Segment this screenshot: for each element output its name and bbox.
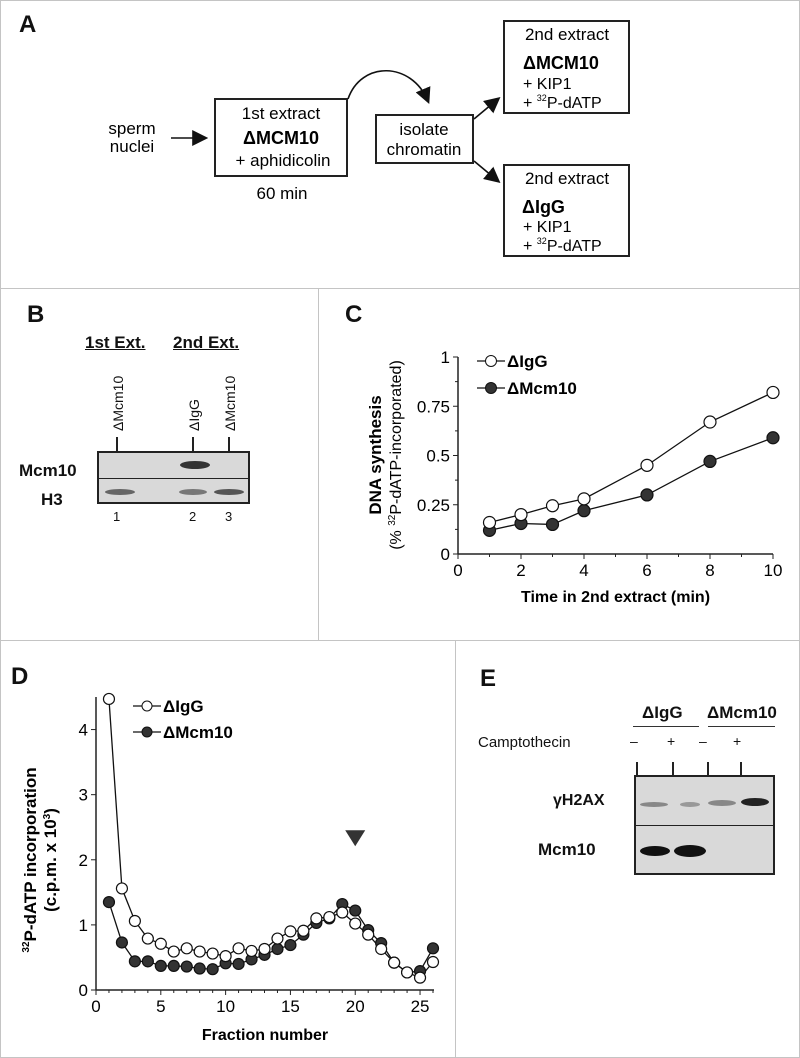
- second-bottom-depletion: ΔIgG: [522, 197, 565, 217]
- band: [180, 461, 210, 469]
- incubation-time: 60 min: [256, 184, 307, 203]
- second-top-isotope: + 32P-dATP: [523, 93, 602, 112]
- panel-label-c: C: [345, 301, 363, 328]
- treatment-label: Camptothecin: [478, 734, 571, 751]
- prefix: +: [523, 238, 537, 255]
- lane-number: 2: [189, 509, 197, 524]
- group-label-igg: ΔIgG: [642, 703, 683, 722]
- second-top-title: 2nd extract: [525, 25, 609, 44]
- band: [640, 802, 668, 807]
- row-label-mcm10: Mcm10: [538, 840, 596, 859]
- first-extract-additive: + aphidicolin: [236, 151, 331, 170]
- band: [741, 798, 769, 806]
- treatment-sign: –: [699, 733, 707, 749]
- treatment-sign: +: [667, 733, 676, 749]
- band: [708, 800, 736, 806]
- blot-gh2ax: [634, 775, 775, 826]
- isolate-chromatin-box: [375, 114, 474, 164]
- header-first-ext: 1st Ext.: [85, 333, 146, 352]
- workflow-diagram: sperm nuclei 1st extract ΔMCM10 + aphidi…: [108, 20, 630, 257]
- lane-tick: [636, 762, 638, 776]
- second-top-kip: + KIP1: [523, 76, 572, 93]
- lane-tick: [672, 762, 674, 776]
- group-underline: [633, 726, 699, 727]
- panel-label-a: A: [19, 11, 37, 38]
- second-extract-bottom-box: [503, 164, 630, 257]
- band: [640, 846, 670, 856]
- lane-number: 3: [225, 509, 233, 524]
- panel-a: A sperm nuclei 1st extract ΔMCM10 + aphi…: [0, 0, 800, 289]
- lane-tick: [740, 762, 742, 776]
- band: [680, 802, 700, 807]
- row-label-mcm10: Mcm10: [19, 461, 77, 480]
- isotope-rest: P-dATP: [547, 238, 602, 255]
- band: [214, 489, 244, 495]
- first-extract-depletion: ΔMCM10: [243, 128, 319, 148]
- second-extract-top-box: [503, 20, 630, 114]
- arrow-down-icon: [473, 160, 501, 184]
- sperm-label-1: sperm: [108, 119, 155, 138]
- treatment-sign: –: [630, 733, 638, 749]
- header-second-ext: 2nd Ext.: [173, 333, 240, 352]
- first-extract-title: 1st extract: [242, 104, 321, 123]
- panel-label-e: E: [480, 665, 497, 692]
- lane-tick: [116, 437, 118, 451]
- second-bottom-kip: + KIP1: [523, 219, 572, 236]
- lane-tick: [228, 437, 230, 451]
- lane-label-3: ΔMcm10: [222, 375, 238, 431]
- group-label-mcm10: ΔMcm10: [707, 703, 777, 722]
- panel-b: B 1st Ext. 2nd Ext. ΔMcm10 ΔIgG ΔMcm10 M…: [0, 288, 319, 641]
- superscript: 32: [537, 236, 547, 246]
- prefix: +: [523, 95, 537, 112]
- isolate-label-1: isolate: [399, 120, 448, 139]
- curved-arrow-icon: [347, 69, 431, 104]
- lane-label-2: ΔIgG: [186, 399, 202, 431]
- blot-mcm10: [634, 825, 775, 875]
- isolate-label-2: chromatin: [387, 140, 462, 159]
- second-bottom-isotope: + 32P-dATP: [523, 236, 602, 255]
- band: [179, 489, 207, 495]
- panel-d: D: [0, 640, 456, 1058]
- lane-tick: [192, 437, 194, 451]
- arrow-up-icon: [473, 96, 501, 120]
- first-extract-box: [214, 98, 348, 177]
- panel-label-b: B: [27, 301, 45, 328]
- blot-h3: [97, 478, 250, 504]
- panel-c: C: [318, 288, 800, 641]
- row-label-h3: H3: [41, 490, 63, 509]
- row-label-gh2ax: γH2AX: [553, 792, 605, 809]
- sperm-label-2: nuclei: [110, 137, 154, 156]
- band: [674, 845, 706, 857]
- blot-mcm10: [97, 451, 250, 479]
- lane-label-1: ΔMcm10: [110, 375, 126, 431]
- panel-e: E ΔIgG ΔMcm10 Camptothecin – + – + γH2AX…: [455, 640, 800, 1058]
- treatment-sign: +: [733, 733, 742, 749]
- lane-tick: [707, 762, 709, 776]
- group-underline: [708, 726, 775, 727]
- isotope-rest: P-dATP: [547, 95, 602, 112]
- superscript: 32: [537, 93, 547, 103]
- lane-number: 1: [113, 509, 121, 524]
- second-bottom-title: 2nd extract: [525, 169, 609, 188]
- panel-label-d: D: [11, 663, 29, 690]
- second-top-depletion: ΔMCM10: [523, 53, 599, 73]
- band: [105, 489, 135, 495]
